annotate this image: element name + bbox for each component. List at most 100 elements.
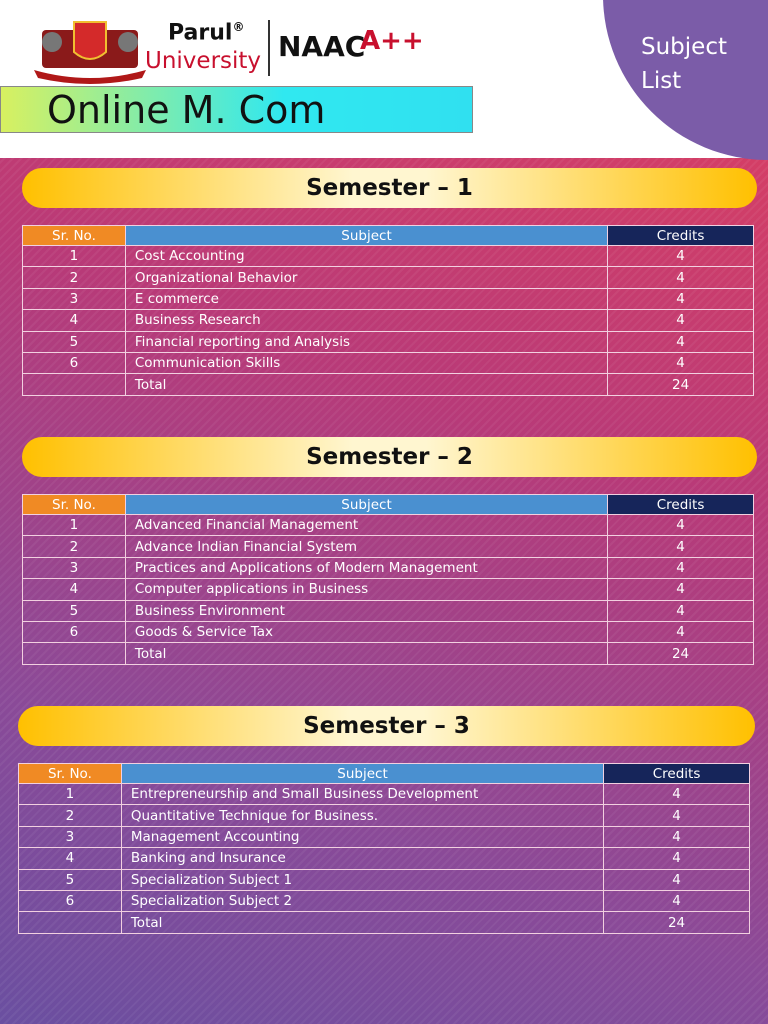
serial-number: 1 [18,782,122,806]
subject-row: 3 Practices and Applications of Modern Ma… [22,556,754,580]
subject-name: Specialization Subject 1 [120,868,605,891]
subject-name: Advanced Financial Management [124,513,609,537]
credits: 4 [603,868,750,891]
program-box: Online M. Com [0,86,473,133]
subject-name: Management Accounting [120,825,605,849]
subject-name: Financial reporting and Analysis [124,330,609,353]
subject-row: 2 Advance Indian Financial System 4 [22,535,754,558]
header-row: Sr. No. Subject Credits [22,494,754,515]
subject-table: Sr. No. Subject Credits 1 Entrepreneurship a… [18,763,750,934]
serial-number: 4 [22,309,126,332]
semester-banner: Semester – 2 [22,437,757,477]
subject-row: 1 Advanced Financial Management 4 [22,513,754,537]
total-row: Total 24 [22,642,754,665]
credits: 4 [603,804,750,827]
credits: 4 [603,825,750,849]
credits: 4 [607,244,754,268]
serial-number: 1 [22,244,126,268]
credits: 4 [603,847,750,870]
credits: 4 [607,620,754,644]
subject-row: 6 Goods & Service Tax 4 [22,620,754,644]
subject-name: Quantitative Technique for Business. [120,804,605,827]
serial-number: 5 [22,599,126,622]
credits: 4 [607,599,754,622]
serial-number: 2 [18,804,122,827]
serial-number: 5 [22,330,126,353]
credits: 4 [607,266,754,289]
subject-row: 4 Banking and Insurance 4 [18,847,750,870]
subject-name: Business Environment [124,599,609,622]
subject-table: Sr. No. Subject Credits 1 Advanced Financial… [22,494,754,665]
subject-name: Entrepreneurship and Small Business Deve… [120,782,605,806]
subject-row: 2 Quantitative Technique for Business. 4 [18,804,750,827]
credits: 4 [603,889,750,913]
subject-row: 5 Financial reporting and Analysis 4 [22,330,754,353]
grade: A++ [360,26,424,56]
credits: 4 [607,287,754,311]
header-row: Sr. No. Subject Credits [22,225,754,246]
column-header: Credits [607,494,754,515]
subject-row: 2 Organizational Behavior 4 [22,266,754,289]
brand-name: Parul [168,20,233,46]
credits: 4 [607,535,754,558]
serial-number: 6 [22,351,126,375]
subject-row: 4 Business Research 4 [22,309,754,332]
subject-row: 6 Communication Skills 4 [22,351,754,375]
subject-name: Communication Skills [124,351,609,375]
serial-number: 4 [22,578,126,601]
serial-number: 6 [22,620,126,644]
subject-row: 1 Cost Accounting 4 [22,244,754,268]
column-header: Sr. No. [22,225,126,246]
semester-banner: Semester – 3 [18,706,755,746]
total-row: Total 24 [18,911,750,934]
total-label: Total [124,642,609,665]
brand: Parul® [168,20,244,45]
accreditation: NAAC [278,30,366,63]
subject-row: 4 Computer applications in Business 4 [22,578,754,601]
credits: 4 [607,578,754,601]
column-header: Subject [124,494,609,515]
subject-row: 3 Management Accounting 4 [18,825,750,849]
credits: 4 [607,330,754,353]
column-header: Subject [124,225,609,246]
subject-name: Practices and Applications of Modern Man… [124,556,609,580]
credits: 4 [607,556,754,580]
total-label: Total [120,911,605,934]
column-header: Sr. No. [22,494,126,515]
subject-name: Computer applications in Business [124,578,609,601]
column-header: Sr. No. [18,763,122,784]
total-credits: 24 [603,911,750,934]
serial-number: 2 [22,266,126,289]
subject-name: Banking and Insurance [120,847,605,870]
divider [268,20,270,76]
credits: 4 [603,782,750,806]
subject-name: Specialization Subject 2 [120,889,605,913]
credits: 4 [607,309,754,332]
empty-cell [22,642,126,665]
total-credits: 24 [607,373,754,396]
logo-emblem [34,21,146,84]
subject-row: 1 Entrepreneurship and Small Business Dev… [18,782,750,806]
subject-table: Sr. No. Subject Credits 1 Cost Accounting 4 2 O… [22,225,754,396]
serial-number: 3 [18,825,122,849]
credits: 4 [607,513,754,537]
subject-name: Cost Accounting [124,244,609,268]
serial-number: 3 [22,556,126,580]
credits: 4 [607,351,754,375]
subject-row: 5 Business Environment 4 [22,599,754,622]
serial-number: 2 [22,535,126,558]
program-title: Online M. Com [47,88,326,132]
serial-number: 4 [18,847,122,870]
subject-name: Business Research [124,309,609,332]
subject-name: Advance Indian Financial System [124,535,609,558]
serial-number: 5 [18,868,122,891]
total-row: Total 24 [22,373,754,396]
total-credits: 24 [607,642,754,665]
header-row: Sr. No. Subject Credits [18,763,750,784]
empty-cell [18,911,122,934]
subject-name: Organizational Behavior [124,266,609,289]
